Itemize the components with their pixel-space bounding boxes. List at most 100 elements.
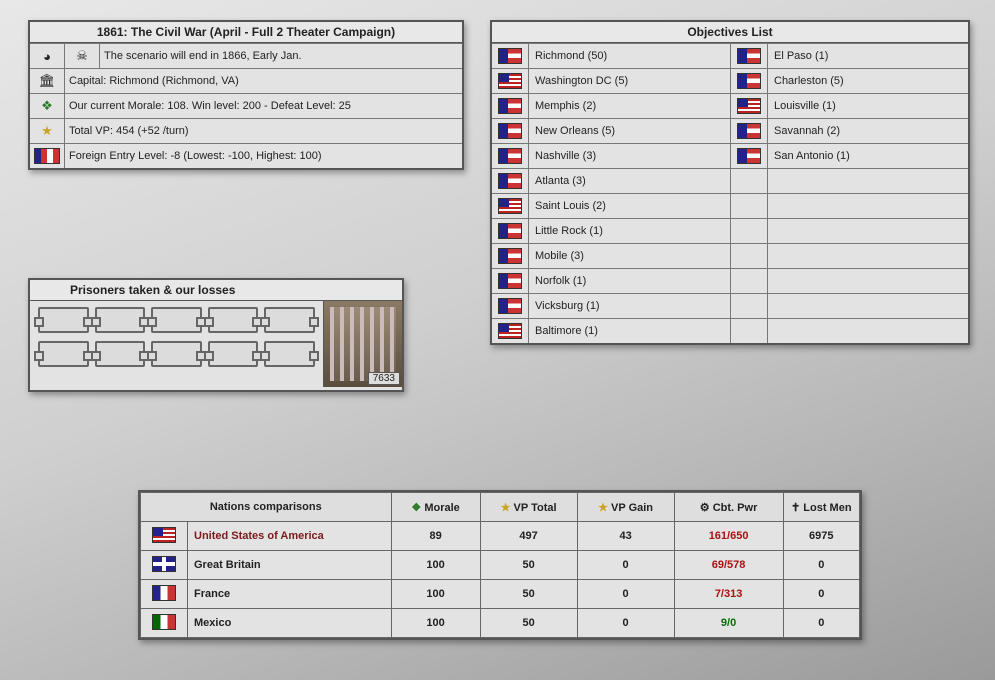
scenario-foreign-text: Foreign Entry Level: -8 (Lowest: -100, H… [64,144,462,168]
objective-row: Little Rock (1) [492,218,730,243]
objective-flag [731,219,768,243]
scenario-vp-text: Total VP: 454 (+52 /turn) [64,119,462,143]
prisoner-slots [30,301,323,387]
objective-row: Washington DC (5) [492,68,730,93]
objective-name [768,219,968,243]
prisoner-slot [38,341,89,367]
foreign-flags-icon [34,148,60,164]
csa-flag-icon [737,73,761,89]
losses-photo: 7633 [323,301,402,387]
objective-name: Savannah (2) [768,119,968,143]
objective-flag [492,119,529,143]
scenario-vp-row: ★ Total VP: 454 (+52 /turn) [30,118,462,143]
gb-flag-icon [152,556,176,572]
nation-lost: 0 [783,551,859,580]
vpgain-header: VP Gain [611,502,653,514]
usa-flag-icon [498,73,522,89]
nations-panel: Nations comparisons ❖ Morale ★ VP Total … [138,490,862,640]
nation-vp: 50 [480,609,577,638]
objective-flag [731,119,768,143]
csa-flag-icon [498,248,522,264]
objective-name [768,169,968,193]
objective-name [768,319,968,343]
csa-flag-icon [498,148,522,164]
nations-title: Nations comparisons [141,493,392,522]
cbt-header: Cbt. Pwr [713,502,758,514]
objective-name: Richmond (50) [529,44,730,68]
prisoners-title: Prisoners taken & our losses [30,280,402,301]
csa-flag-icon [498,298,522,314]
objective-name: New Orleans (5) [529,119,730,143]
nation-morale: 89 [391,522,480,551]
prisoner-slot [151,341,202,367]
nation-lost: 0 [783,609,859,638]
objective-row [730,268,968,293]
objective-name: Little Rock (1) [529,219,730,243]
objective-flag [492,219,529,243]
prisoner-slot [264,341,315,367]
prisoner-slot [208,341,259,367]
objective-row [730,243,968,268]
clock-icon: ◕ [37,46,57,66]
objective-name: Nashville (3) [529,144,730,168]
objective-name [768,294,968,318]
objective-row: New Orleans (5) [492,118,730,143]
objective-row: Baltimore (1) [492,318,730,343]
nation-pwr: 7/313 [674,580,783,609]
scenario-end-row: ◕ ☠ The scenario will end in 1866, Early… [30,43,462,68]
nation-gain: 43 [577,522,674,551]
scenario-foreign-row: Foreign Entry Level: -8 (Lowest: -100, H… [30,143,462,168]
mx-flag-icon [152,614,176,630]
objective-flag [492,294,529,318]
skull-icon: ☠ [72,46,92,66]
objective-row [730,218,968,243]
objective-name: Washington DC (5) [529,69,730,93]
nation-row: United States of America8949743161/65069… [141,522,860,551]
usa-flag-icon [737,98,761,114]
objective-row [730,293,968,318]
nations-table: Nations comparisons ❖ Morale ★ VP Total … [140,492,860,638]
objective-name: Mobile (3) [529,244,730,268]
csa-flag-icon [498,173,522,189]
cross-icon: ✝ [791,502,800,514]
prisoner-slot [38,307,89,333]
morale-header: Morale [424,502,459,514]
nation-morale: 100 [391,580,480,609]
scenario-capital-text: Capital: Richmond (Richmond, VA) [64,69,462,93]
nation-name: Mexico [188,609,392,638]
objective-flag [731,319,768,343]
objective-flag [731,169,768,193]
csa-flag-icon [737,123,761,139]
nation-vp: 50 [480,551,577,580]
cannon-icon: ⚙ [700,502,710,514]
nation-row: France1005007/3130 [141,580,860,609]
nation-name: United States of America [188,522,392,551]
objective-name: San Antonio (1) [768,144,968,168]
objective-row: Atlanta (3) [492,168,730,193]
loss-count: 7633 [368,372,400,385]
objective-flag [731,44,768,68]
objective-flag [492,194,529,218]
objective-flag [731,69,768,93]
objective-flag [492,169,529,193]
prisoner-slot [95,307,146,333]
objective-row: Memphis (2) [492,93,730,118]
objective-row: Norfolk (1) [492,268,730,293]
star-icon: ★ [501,502,511,514]
objective-flag [492,319,529,343]
lost-header: Lost Men [803,502,851,514]
objective-name: Norfolk (1) [529,269,730,293]
objective-name [768,269,968,293]
csa-flag-icon [737,148,761,164]
scenario-morale-text: Our current Morale: 108. Win level: 200 … [64,94,462,118]
star-icon: ★ [37,121,57,141]
laurel-icon: ❖ [411,502,421,514]
vptotal-header: VP Total [514,502,557,514]
objective-name [768,244,968,268]
objective-name: El Paso (1) [768,44,968,68]
objective-row [730,193,968,218]
objective-row: Charleston (5) [730,68,968,93]
objective-row: San Antonio (1) [730,143,968,168]
prisoner-slot [151,307,202,333]
objective-row [730,318,968,343]
